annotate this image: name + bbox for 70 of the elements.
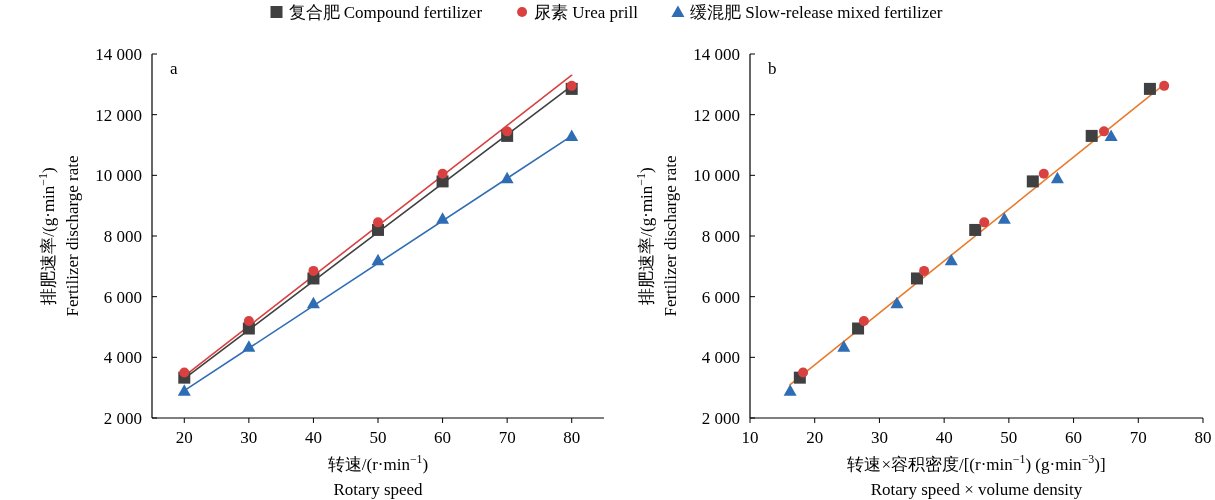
- point: [502, 126, 513, 137]
- y-tick-label: 2 000: [701, 409, 740, 428]
- point: [1026, 175, 1039, 188]
- y-tick-label: 6 000: [701, 287, 740, 307]
- x-tick-label: 10: [741, 428, 759, 447]
- point: [969, 223, 982, 236]
- y-tick-label: 6 000: [103, 287, 142, 307]
- legend-label: 复合肥 Compound fertilizer: [288, 3, 483, 22]
- x-tick-label: 20: [175, 428, 193, 447]
- point: [179, 367, 190, 378]
- point: [306, 296, 320, 309]
- y-tick-label: 10 000: [95, 166, 142, 186]
- point: [1104, 129, 1118, 141]
- y-tick-label: 2 000: [103, 409, 142, 428]
- point: [500, 171, 514, 184]
- point: [565, 129, 579, 141]
- x-tick-label: 60: [434, 428, 452, 447]
- y-tick-label: 12 000: [95, 105, 142, 125]
- point: [308, 265, 319, 276]
- point: [837, 340, 851, 352]
- y-tick-label: 8 000: [701, 227, 740, 246]
- x-tick-label: 70: [498, 428, 516, 447]
- y-tick-label: 4 000: [701, 348, 740, 368]
- point: [944, 253, 958, 266]
- point: [437, 168, 448, 179]
- point: [1085, 129, 1098, 142]
- y-tick-label: 10 000: [693, 166, 740, 186]
- point: [798, 367, 809, 378]
- point: [243, 315, 254, 326]
- y-tick-label: 14 000: [693, 45, 740, 64]
- x-tick-label: 40: [304, 428, 322, 447]
- x-tick-label: 30: [240, 428, 258, 447]
- y-tick-label: 12 000: [693, 105, 740, 125]
- point: [242, 340, 256, 352]
- point: [919, 265, 930, 276]
- y-tick-label: 8 000: [103, 227, 142, 246]
- point: [1143, 82, 1156, 95]
- x-tick-label: 60: [1065, 428, 1083, 447]
- point: [371, 253, 385, 266]
- y-tick-label: 14 000: [95, 45, 142, 64]
- x-tick-label: 40: [935, 428, 953, 447]
- x-tick-label: 50: [1000, 428, 1018, 447]
- x-axis-title: 转速/(r·min$^{−1}$) Rotary speed: [327, 452, 429, 499]
- x-axis-title: 转速×容积密度/[(r·min$^{−1}$) (g·min$^{−3}$)] Rotary speed × volume density: [847, 452, 1106, 499]
- annotation: b: [768, 59, 777, 78]
- point: [783, 384, 797, 396]
- annotation: a: [170, 59, 178, 78]
- point: [1159, 80, 1170, 91]
- x-tick-label: 20: [806, 428, 824, 447]
- point: [1050, 171, 1064, 184]
- point: [566, 80, 577, 91]
- point: [373, 217, 383, 228]
- point: [858, 315, 869, 326]
- x-tick-label: 70: [1129, 428, 1147, 447]
- x-tick-label: 80: [1194, 428, 1212, 447]
- point: [997, 212, 1011, 224]
- y-tick-label: 4 000: [103, 348, 142, 368]
- x-tick-label: 80: [563, 428, 581, 447]
- point: [852, 322, 865, 335]
- x-tick-label: 30: [870, 428, 888, 447]
- point: [890, 296, 904, 309]
- point: [910, 272, 923, 285]
- point: [979, 217, 990, 228]
- x-tick-label: 50: [369, 428, 387, 447]
- point: [1098, 126, 1109, 137]
- legend-label: 缓混肥 Slow-release mixed fertilizer: [689, 3, 943, 22]
- point: [177, 384, 191, 396]
- legend-label: 尿素 Urea prill: [534, 3, 639, 22]
- point: [436, 212, 450, 224]
- point: [1038, 168, 1049, 179]
